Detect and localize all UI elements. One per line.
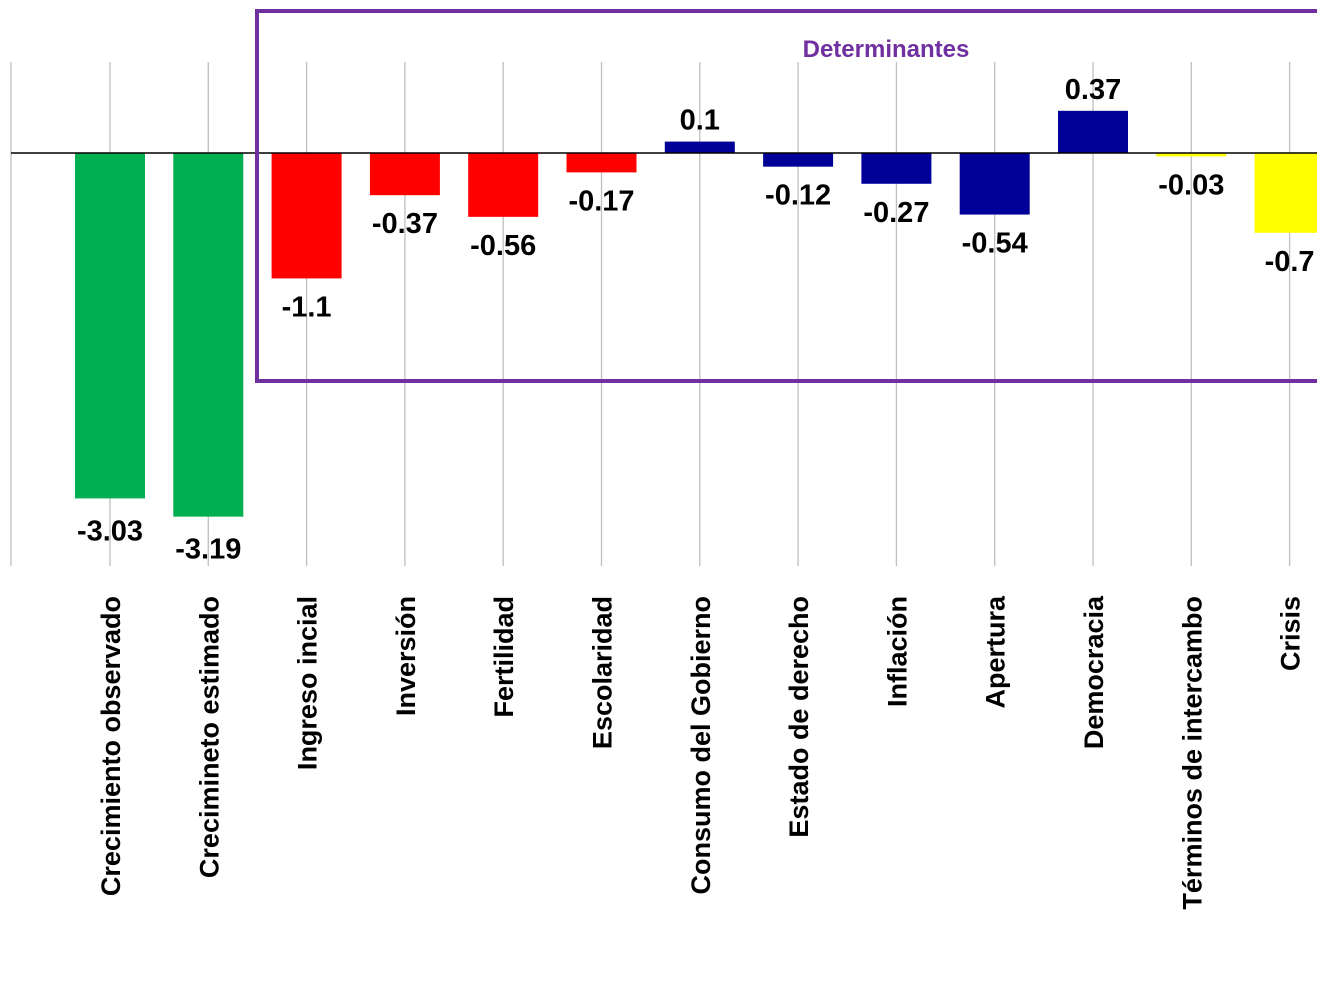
category-label-1: Crecimiento observado — [96, 596, 126, 896]
category-label-5: Fertilidad — [489, 596, 519, 718]
category-label-7: Consumo del Gobierno — [686, 596, 716, 895]
value-labels: -3.03 -3.19 -1.1 -0.37 -0.56 -0.17 0.1 -0.12 -0.… — [77, 74, 1315, 566]
bar-11 — [1058, 110, 1128, 153]
value-label-9: -0.27 — [863, 197, 929, 229]
value-label-6: -0.17 — [568, 185, 634, 217]
category-label-10: Apertura — [981, 595, 1011, 709]
bars — [75, 110, 1317, 517]
category-label-13: Crisis — [1276, 596, 1306, 671]
value-label-1: -3.03 — [77, 515, 143, 547]
bar-2 — [173, 153, 244, 517]
category-label-11: Democracia — [1079, 595, 1109, 749]
category-label-12: Términos de intercambo — [1177, 596, 1207, 910]
bar-4 — [369, 153, 440, 196]
category-label-4: Inversión — [391, 596, 421, 716]
determinantes-group-title: Determinantes — [803, 36, 970, 63]
bar-5 — [468, 153, 539, 217]
bar-9 — [861, 153, 932, 184]
bar-1 — [75, 153, 145, 499]
category-label-6: Escolaridad — [588, 596, 618, 749]
bar-6 — [566, 153, 637, 173]
value-label-10: -0.54 — [962, 228, 1028, 260]
category-label-3: Ingreso incial — [293, 596, 323, 770]
bar-12 — [1156, 153, 1227, 157]
category-label-9: Inflación — [882, 596, 912, 707]
value-label-3: -1.1 — [282, 291, 332, 323]
bar-8 — [763, 153, 834, 167]
bar-10 — [959, 153, 1030, 215]
value-label-5: -0.56 — [470, 230, 536, 262]
value-label-13: -0.7 — [1265, 246, 1315, 278]
bar-3 — [271, 153, 342, 279]
category-labels: Crecimiento observado Crecimineto estimad… — [96, 595, 1306, 910]
category-label-8: Estado de derecho — [784, 596, 814, 838]
value-label-7: 0.1 — [680, 105, 720, 137]
bar-7 — [664, 141, 735, 153]
category-label-2: Crecimineto estimado — [194, 596, 224, 878]
determinantes-group-box — [255, 9, 1317, 383]
value-label-2: -3.19 — [175, 534, 241, 566]
value-label-8: -0.12 — [765, 180, 831, 212]
value-label-11: 0.37 — [1065, 74, 1121, 106]
value-label-12: -0.03 — [1158, 169, 1224, 201]
value-label-4: -0.37 — [372, 208, 438, 240]
bar-13 — [1254, 153, 1317, 233]
